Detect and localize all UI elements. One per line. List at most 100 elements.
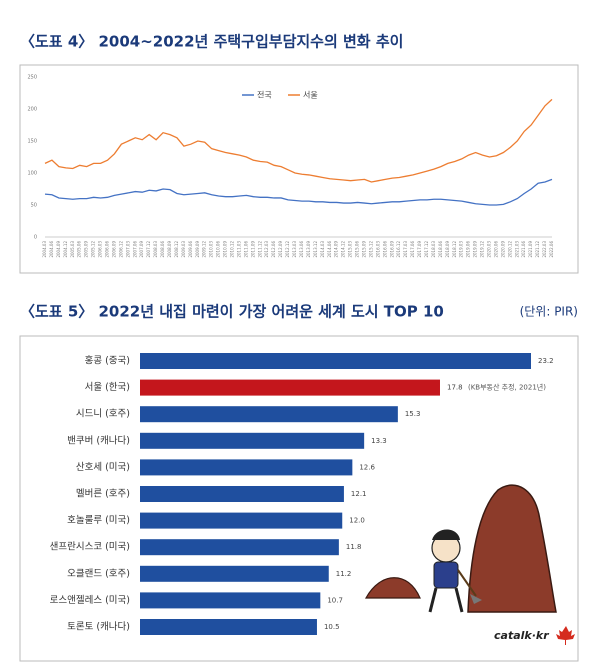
x-tick-label: 2013.06 xyxy=(299,241,304,258)
x-tick-label: 2020.03 xyxy=(486,241,491,258)
x-tick-label: 2017.06 xyxy=(410,241,415,258)
x-tick-label: 2016.06 xyxy=(382,241,387,258)
y-tick-label: 100 xyxy=(27,171,37,177)
x-tick-label: 2016.03 xyxy=(375,241,380,258)
category-label: 호놀룰루 (미국) xyxy=(67,515,130,526)
bar xyxy=(140,353,531,369)
x-tick-label: 2010.09 xyxy=(223,241,228,258)
x-tick-label: 2008.12 xyxy=(174,241,179,258)
x-tick-label: 2015.09 xyxy=(361,241,366,258)
chart-title: 〈도표 4〉 2004~2022년 주택구입부담지수의 변화 추이 xyxy=(20,33,403,51)
annotation: (KB부동산 추정, 2021년) xyxy=(468,383,546,392)
x-tick-label: 2005.06 xyxy=(77,241,82,258)
x-tick-label: 2010.03 xyxy=(209,241,214,258)
bar xyxy=(140,565,329,582)
x-tick-label: 2007.09 xyxy=(139,241,144,258)
category-label: 시드니 (호주) xyxy=(76,409,130,420)
bar xyxy=(140,619,317,635)
x-tick-label: 2008.06 xyxy=(160,241,165,258)
x-tick-label: 2007.03 xyxy=(125,241,130,258)
x-tick-label: 2006.03 xyxy=(98,241,103,258)
x-tick-label: 2021.09 xyxy=(528,241,533,258)
x-tick-label: 2020.06 xyxy=(493,241,498,258)
x-tick-label: 2021.12 xyxy=(535,241,540,258)
value-label: 11.8 xyxy=(346,543,362,551)
bar xyxy=(140,486,344,502)
x-tick-label: 2007.06 xyxy=(132,241,137,258)
x-tick-label: 2011.03 xyxy=(236,241,241,258)
bar xyxy=(140,432,365,449)
x-tick-label: 2006.09 xyxy=(111,241,116,258)
value-label: 13.3 xyxy=(371,437,387,445)
y-tick-label: 0 xyxy=(34,235,37,241)
x-tick-label: 2011.09 xyxy=(250,241,255,258)
value-label: 12.1 xyxy=(351,490,367,498)
x-tick-label: 2004.09 xyxy=(56,241,61,258)
x-tick-label: 2021.06 xyxy=(521,241,526,258)
x-tick-label: 2012.03 xyxy=(264,241,269,258)
value-label: 10.5 xyxy=(324,623,340,631)
bar xyxy=(140,512,343,529)
y-tick-label: 150 xyxy=(27,139,37,145)
value-label: 12.0 xyxy=(349,517,365,525)
x-tick-label: 2009.06 xyxy=(188,241,193,258)
x-tick-label: 2010.06 xyxy=(216,241,221,258)
x-tick-label: 2014.06 xyxy=(327,241,332,258)
bar xyxy=(140,539,339,556)
x-tick-label: 2005.03 xyxy=(70,241,75,258)
x-tick-label: 2012.12 xyxy=(285,241,290,258)
x-tick-label: 2012.06 xyxy=(271,241,276,258)
category-label: 토론토 (캐나다) xyxy=(67,622,130,633)
maple-leaf xyxy=(556,626,575,645)
value-label: 12.6 xyxy=(359,463,375,471)
x-tick-label: 2017.09 xyxy=(417,241,422,258)
x-tick-label: 2015.12 xyxy=(368,241,373,258)
x-tick-label: 2010.12 xyxy=(230,241,235,258)
x-tick-label: 2012.09 xyxy=(278,241,283,258)
x-tick-label: 2019.12 xyxy=(480,241,485,258)
x-tick-label: 2009.12 xyxy=(202,241,207,258)
line-series xyxy=(44,178,553,206)
category-label: 밴쿠버 (캐나다) xyxy=(67,435,130,446)
x-tick-label: 2008.09 xyxy=(167,241,172,258)
x-tick-label: 2019.09 xyxy=(473,241,478,258)
chart-frame xyxy=(19,64,579,274)
x-tick-label: 2009.09 xyxy=(195,241,200,258)
x-tick-label: 2011.06 xyxy=(243,241,248,258)
category-label: 홍콩 (중국) xyxy=(85,355,130,367)
x-tick-label: 2015.03 xyxy=(348,241,353,258)
value-label: 23.2 xyxy=(538,357,554,365)
legend-label: 전국 xyxy=(257,90,272,100)
category-label: 오클랜드 (호주) xyxy=(67,568,130,579)
x-tick-label: 2013.12 xyxy=(313,241,318,258)
category-label: 샌프란시스코 (미국) xyxy=(50,541,130,553)
watermark: catalk·kr xyxy=(494,629,549,642)
x-tick-label: 2020.12 xyxy=(507,241,512,258)
bar xyxy=(140,379,440,396)
x-tick-label: 2009.03 xyxy=(181,241,186,258)
x-tick-label: 2004.12 xyxy=(63,241,68,258)
x-tick-label: 2011.12 xyxy=(257,241,262,258)
category-label: 멜버른 (호주) xyxy=(76,488,130,500)
x-tick-label: 2017.03 xyxy=(403,241,408,258)
value-label: 11.2 xyxy=(336,570,352,578)
x-tick-label: 2014.03 xyxy=(320,241,325,258)
bar xyxy=(140,592,321,609)
category-label: 서울 (한국) xyxy=(85,382,130,393)
x-tick-label: 2008.03 xyxy=(153,241,158,258)
x-tick-label: 2018.06 xyxy=(438,241,443,258)
value-label: 15.3 xyxy=(405,410,421,418)
x-tick-label: 2013.03 xyxy=(292,241,297,258)
y-tick-label: 250 xyxy=(27,75,37,81)
x-tick-label: 2005.09 xyxy=(84,241,89,258)
x-tick-label: 2004.06 xyxy=(49,241,54,258)
x-tick-label: 2015.06 xyxy=(355,241,360,258)
category-label: 산호세 (미국) xyxy=(76,462,130,473)
y-tick-label: 50 xyxy=(31,203,37,209)
x-tick-label: 2006.12 xyxy=(118,241,123,258)
x-tick-label: 2004.03 xyxy=(42,241,47,258)
line-series xyxy=(44,98,553,183)
x-tick-label: 2014.09 xyxy=(334,241,339,258)
value-label: 10.7 xyxy=(327,596,343,604)
